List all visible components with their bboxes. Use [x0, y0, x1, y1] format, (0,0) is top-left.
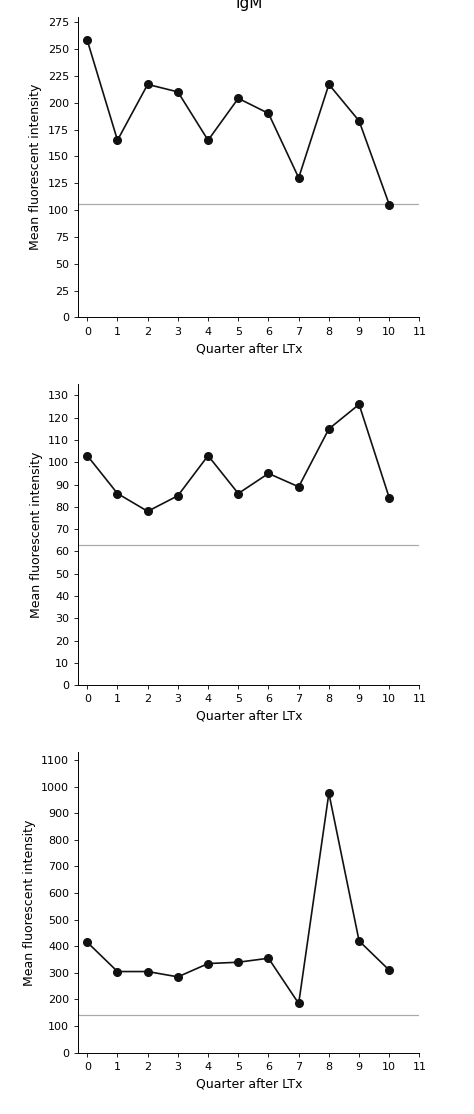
- Y-axis label: Mean fluorescent intensity: Mean fluorescent intensity: [29, 451, 43, 618]
- Text: ( a ): ( a ): [234, 455, 264, 469]
- X-axis label: Quarter after LTx: Quarter after LTx: [196, 342, 302, 355]
- X-axis label: Quarter after LTx: Quarter after LTx: [196, 710, 302, 723]
- X-axis label: Quarter after LTx: Quarter after LTx: [196, 1077, 302, 1091]
- Legend: HLA class I, Class I healthy controls: HLA class I, Class I healthy controls: [84, 408, 255, 440]
- Y-axis label: Mean fluorescent intensity: Mean fluorescent intensity: [29, 84, 42, 251]
- Text: ( b ): ( b ): [233, 822, 264, 837]
- Y-axis label: Mean fluorescent intensity: Mean fluorescent intensity: [23, 819, 36, 986]
- Legend: HLA class II, Class II healthy controls: HLA class II, Class II healthy controls: [84, 775, 259, 808]
- Title: IgM: IgM: [235, 0, 263, 11]
